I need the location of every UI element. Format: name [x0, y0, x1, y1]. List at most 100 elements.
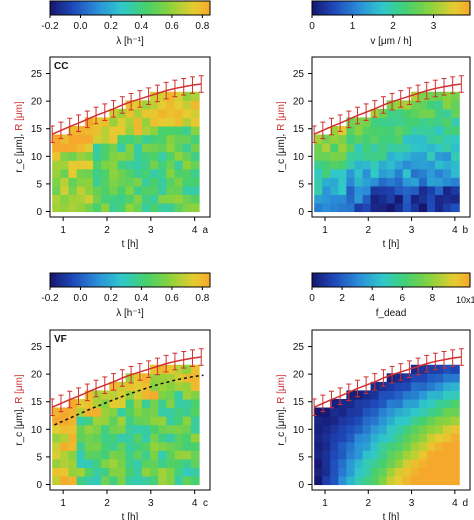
x-tick-label: 3 [148, 498, 154, 509]
heat-cell [418, 433, 428, 443]
heat-cell [378, 177, 388, 187]
heat-cell [314, 202, 323, 213]
heat-cell [92, 433, 102, 443]
heat-cell [190, 424, 200, 434]
heat-cell [362, 441, 372, 451]
heat-cell [150, 416, 159, 426]
heat-cell [330, 177, 339, 187]
heat-cell [68, 433, 78, 443]
heat-cell [141, 125, 151, 136]
heat-cell [378, 160, 388, 170]
heat-cell [362, 202, 372, 213]
heat-cell [410, 364, 420, 374]
heat-cell [402, 398, 412, 409]
heat-cell [426, 390, 436, 400]
colorbar-tick-label: -0.2 [41, 293, 59, 304]
heat-cell [394, 168, 404, 178]
heat-cell [125, 177, 135, 187]
heat-cell [182, 407, 192, 417]
y-tick-label: 10 [31, 425, 43, 436]
heat-cell [338, 202, 347, 213]
heat-cell [394, 398, 404, 409]
heat-cell [101, 143, 110, 153]
heat-cell [362, 467, 372, 477]
heat-cell [190, 100, 200, 110]
heat-cell [125, 100, 135, 110]
heat-cell [174, 160, 184, 170]
heat-cell [314, 134, 323, 144]
heat-cell [150, 398, 159, 409]
heat-cell [378, 143, 388, 153]
heat-cell [150, 100, 159, 110]
panel-label: b [462, 225, 468, 236]
colorbar [49, 272, 211, 288]
y-tick-label: 0 [298, 480, 304, 491]
heat-cell [150, 117, 159, 127]
heat-cell [451, 467, 460, 477]
heat-cell [435, 364, 444, 374]
heat-cell [346, 202, 356, 213]
heat-cell [101, 433, 110, 443]
heat-cell [125, 416, 135, 426]
heat-cell [133, 185, 143, 195]
heat-cell [125, 458, 135, 468]
heat-cell [109, 117, 119, 127]
heat-cell [322, 458, 331, 468]
heat-cell [386, 177, 396, 187]
heat-cell [84, 117, 94, 127]
heat-cell [418, 416, 428, 426]
heat-cell [435, 202, 444, 213]
heat-cell [386, 194, 396, 204]
colorbar-tick-label: 0.0 [74, 293, 88, 304]
heat-cell [76, 151, 86, 161]
heat-cell [158, 424, 168, 434]
heat-cell [68, 194, 78, 204]
heat-cell [141, 151, 151, 161]
heat-cell [117, 117, 127, 127]
heat-cell [150, 467, 159, 477]
heat-cell [166, 100, 176, 110]
heat-cell [443, 108, 452, 119]
heat-cell [84, 134, 94, 144]
heat-cell [410, 381, 420, 392]
panel-d: 0 2 4 6 8 f_dead 10x10⁻² 1 2 3 4 0 5 10 15 20 25 t [h] r_c… [276, 272, 474, 520]
heat-cell [76, 450, 86, 460]
heat-cell [158, 185, 168, 195]
heat-cell [322, 134, 331, 144]
heat-cell [60, 134, 70, 144]
heat-cell [158, 373, 168, 383]
heat-cell [418, 168, 428, 178]
heat-cell [330, 416, 339, 426]
heat-cell [370, 168, 380, 178]
heat-cell [141, 424, 151, 434]
heat-cell [52, 143, 61, 153]
heat-cell [394, 151, 404, 161]
heat-cell [190, 134, 200, 144]
heat-cell [443, 117, 452, 127]
heat-cell [314, 433, 323, 443]
heat-cell [166, 433, 176, 443]
heat-cell [76, 441, 86, 451]
heat-cell [182, 373, 192, 383]
heat-cell [52, 458, 61, 468]
heat-cell [443, 381, 452, 392]
heat-cell [68, 185, 78, 195]
heat-cell [190, 117, 200, 127]
heat-cell [60, 160, 70, 170]
heat-cell [125, 475, 135, 486]
series-R-line [51, 356, 202, 408]
heat-cell [346, 441, 356, 451]
heat-cell [362, 143, 372, 153]
heat-cell [52, 202, 61, 213]
heat-cell [330, 202, 339, 213]
heat-cell [150, 108, 159, 119]
heat-cell [141, 168, 151, 178]
heat-cell [166, 364, 176, 374]
heat-cell [52, 134, 61, 144]
heat-cell [443, 143, 452, 153]
heat-cell [52, 475, 61, 486]
heat-cell [394, 390, 404, 400]
heat-cell [174, 364, 184, 374]
heat-cell [109, 151, 119, 161]
heat-cell [346, 398, 356, 409]
